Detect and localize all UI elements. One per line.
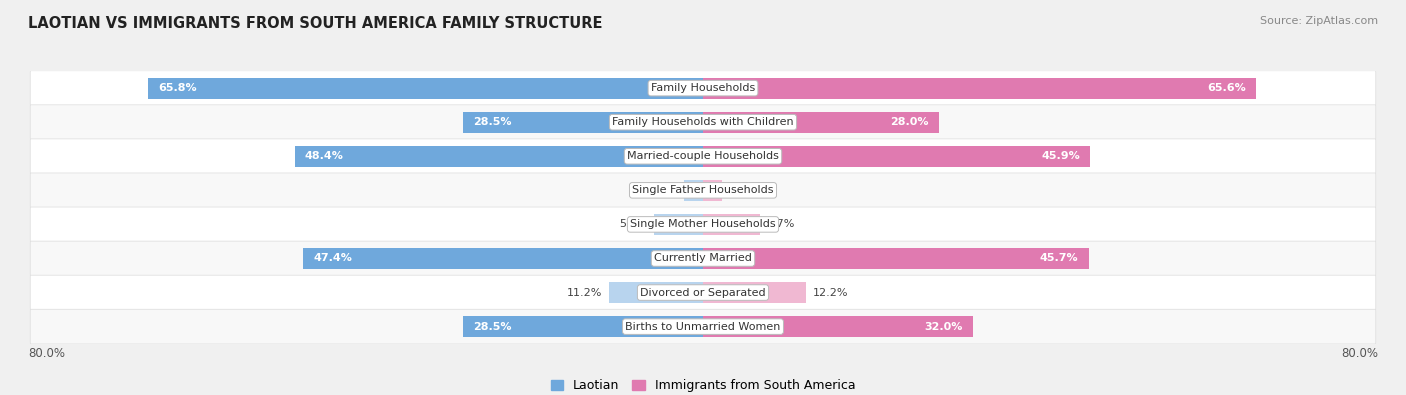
Bar [685, 180, 703, 201]
Text: Single Mother Households: Single Mother Households [630, 219, 776, 229]
Text: 65.6%: 65.6% [1208, 83, 1246, 93]
Text: 45.7%: 45.7% [1040, 254, 1078, 263]
Text: 65.8%: 65.8% [157, 83, 197, 93]
Text: 47.4%: 47.4% [314, 254, 352, 263]
Text: 45.9%: 45.9% [1042, 151, 1080, 161]
Bar [703, 316, 973, 337]
Text: Currently Married: Currently Married [654, 254, 752, 263]
Text: LAOTIAN VS IMMIGRANTS FROM SOUTH AMERICA FAMILY STRUCTURE: LAOTIAN VS IMMIGRANTS FROM SOUTH AMERICA… [28, 16, 603, 31]
Text: 32.0%: 32.0% [925, 322, 963, 332]
Text: 12.2%: 12.2% [813, 288, 848, 297]
Text: 28.0%: 28.0% [890, 117, 929, 127]
Text: Single Father Households: Single Father Households [633, 185, 773, 196]
Bar [295, 146, 703, 167]
Bar [463, 112, 703, 133]
Text: Source: ZipAtlas.com: Source: ZipAtlas.com [1260, 16, 1378, 26]
FancyBboxPatch shape [31, 309, 1375, 344]
Text: Divorced or Separated: Divorced or Separated [640, 288, 766, 297]
Bar [609, 282, 703, 303]
Bar [703, 77, 1257, 99]
Text: 80.0%: 80.0% [1341, 347, 1378, 360]
Bar [703, 214, 759, 235]
FancyBboxPatch shape [31, 105, 1375, 139]
Text: 11.2%: 11.2% [567, 288, 602, 297]
FancyBboxPatch shape [31, 207, 1375, 242]
Text: 28.5%: 28.5% [472, 322, 512, 332]
FancyBboxPatch shape [31, 71, 1375, 105]
FancyBboxPatch shape [31, 139, 1375, 174]
Bar [703, 112, 939, 133]
FancyBboxPatch shape [31, 275, 1375, 310]
FancyBboxPatch shape [31, 241, 1375, 276]
Text: Family Households with Children: Family Households with Children [612, 117, 794, 127]
Text: 5.8%: 5.8% [619, 219, 647, 229]
Text: 2.3%: 2.3% [730, 185, 758, 196]
Text: Married-couple Households: Married-couple Households [627, 151, 779, 161]
Bar [304, 248, 703, 269]
Bar [148, 77, 703, 99]
Bar [463, 316, 703, 337]
Bar [703, 146, 1090, 167]
Legend: Laotian, Immigrants from South America: Laotian, Immigrants from South America [546, 374, 860, 395]
Text: Births to Unmarried Women: Births to Unmarried Women [626, 322, 780, 332]
Bar [703, 248, 1088, 269]
Bar [703, 282, 806, 303]
Bar [703, 180, 723, 201]
Text: 80.0%: 80.0% [28, 347, 65, 360]
Text: Family Households: Family Households [651, 83, 755, 93]
Bar [654, 214, 703, 235]
Text: 28.5%: 28.5% [472, 117, 512, 127]
Text: 48.4%: 48.4% [305, 151, 343, 161]
Text: 2.2%: 2.2% [650, 185, 678, 196]
FancyBboxPatch shape [31, 173, 1375, 208]
Text: 6.7%: 6.7% [766, 219, 794, 229]
